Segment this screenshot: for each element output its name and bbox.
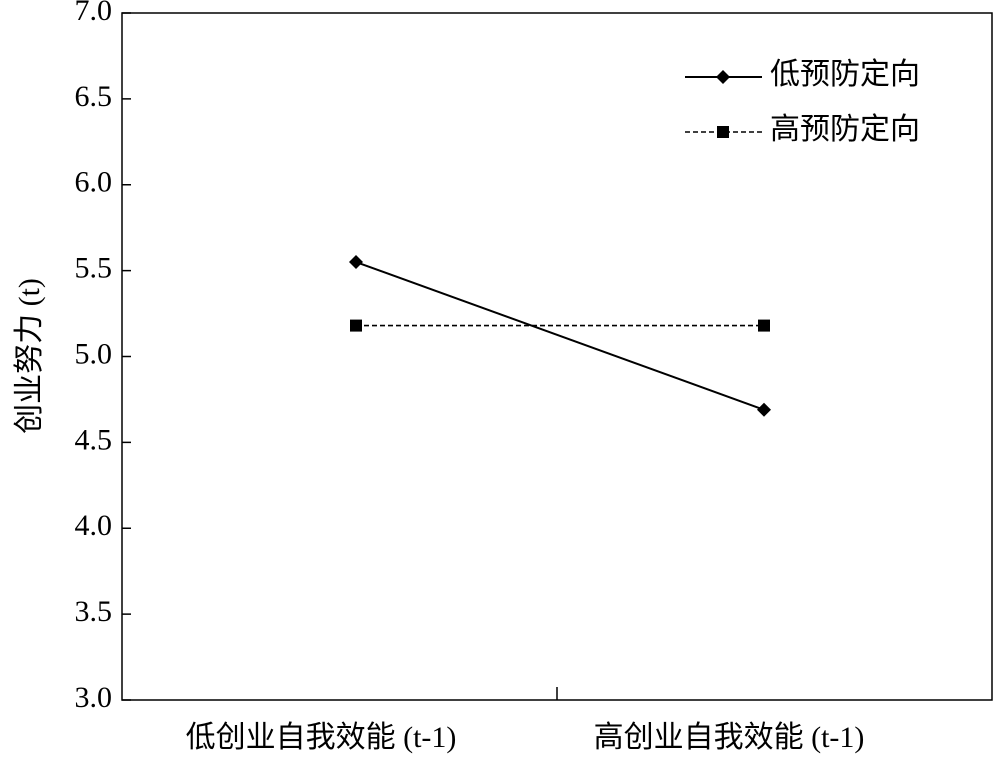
- data-point: [757, 402, 771, 417]
- legend-label: 低预防定向: [770, 58, 920, 91]
- y-axis-title: 创业努力 (t): [13, 278, 46, 434]
- legend-label: 高预防定向: [770, 113, 920, 146]
- data-point: [350, 319, 362, 332]
- y-tick-label: 4.5: [75, 423, 113, 456]
- data-point: [758, 319, 770, 332]
- y-tick-label: 5.0: [75, 337, 113, 370]
- x-category-label: 低创业自我效能 (t-1): [186, 721, 457, 754]
- y-tick-label: 7.0: [75, 0, 113, 27]
- y-tick-label: 3.5: [75, 595, 113, 628]
- data-point: [349, 255, 363, 270]
- series-2: [350, 319, 770, 332]
- legend-item: 低预防定向: [685, 58, 920, 91]
- y-tick-label: 3.0: [75, 681, 113, 714]
- y-tick-label: 6.5: [75, 80, 113, 113]
- legend-item: 高预防定向: [685, 113, 920, 146]
- legend-marker: [716, 70, 730, 84]
- y-axis-ticks: 3.0 3.5 4.0 4.5 5.0 5.5 6.0 6.5 7.0: [75, 0, 131, 714]
- series-1: [349, 255, 771, 417]
- y-tick-label: 5.5: [75, 252, 113, 285]
- series-line: [355, 261, 765, 411]
- series-layer: [349, 255, 771, 417]
- x-axis-ticks: 低创业自我效能 (t-1) 高创业自我效能 (t-1): [186, 687, 865, 754]
- y-tick-label: 6.0: [75, 166, 113, 199]
- x-category-label: 高创业自我效能 (t-1): [594, 721, 865, 754]
- y-tick-label: 4.0: [75, 509, 113, 542]
- legend-marker: [717, 126, 729, 138]
